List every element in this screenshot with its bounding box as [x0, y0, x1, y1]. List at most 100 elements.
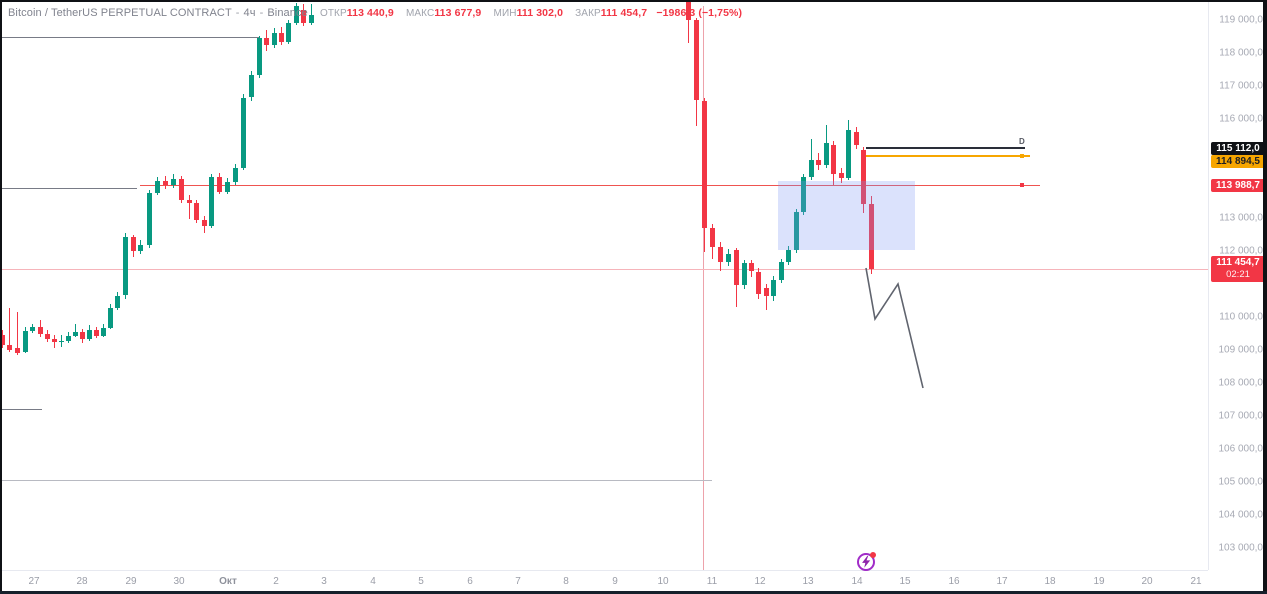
price-axis-label: 105 000,0: [1218, 476, 1264, 488]
price-axis[interactable]: 119 000,0 118 000,0 117 000,0 116 000,0 113 …: [1208, 0, 1267, 570]
candle-body: [217, 177, 222, 192]
screenshot-border-left: [0, 0, 2, 594]
candle-body: [94, 330, 99, 336]
candle-body: [7, 345, 12, 350]
gray-ray-113900[interactable]: [0, 187, 137, 189]
price-axis-label: 116 000,0: [1219, 113, 1263, 125]
supply-zone-rect[interactable]: [778, 181, 915, 250]
symbol-name[interactable]: Bitcoin / TetherUS PERPETUAL CONTRACT: [8, 7, 232, 19]
candle-body: [45, 334, 50, 340]
time-axis-label: 8: [563, 576, 569, 587]
screenshot-border-top: [0, 0, 1267, 2]
candle-body: [779, 262, 784, 281]
exchange-label: Binance: [267, 7, 308, 19]
black-line-label-d[interactable]: D: [1019, 137, 1025, 147]
candle-body: [80, 331, 85, 340]
gray-ray-118480[interactable]: [0, 36, 260, 38]
candle-body: [30, 326, 35, 331]
price-axis-label: 112 000,0: [1219, 245, 1263, 257]
price-badge-last[interactable]: 111 454,7 02:21: [1211, 256, 1265, 282]
black-hline-115112[interactable]: [866, 147, 1025, 150]
change-value: −1986,3 (−1,75%): [656, 7, 743, 19]
price-axis-label: 109 000,0: [1218, 344, 1264, 356]
candle-body: [23, 330, 28, 352]
high-value: 113 677,9: [434, 7, 482, 19]
price-badge-red-line[interactable]: 113 988,7: [1211, 178, 1265, 192]
time-axis-label: 17: [996, 576, 1008, 587]
candle-body: [809, 160, 814, 178]
screenshot-border-bottom: [0, 591, 1267, 594]
time-axis-label: 20: [1141, 576, 1153, 587]
red-line-end-marker[interactable]: [1020, 183, 1024, 188]
candle-body: [194, 202, 199, 220]
candle-body: [718, 246, 723, 262]
gray-ray-107210[interactable]: [0, 408, 42, 410]
candle-body: [771, 280, 776, 296]
close-value: 111 454,7: [600, 7, 648, 19]
time-axis-label: 29: [125, 576, 137, 587]
interval-label[interactable]: 4ч: [243, 7, 256, 19]
candle-body: [73, 331, 78, 336]
candle-body: [749, 263, 754, 272]
time-axis-label: 18: [1044, 576, 1056, 587]
time-axis-label: 5: [418, 576, 424, 587]
time-axis-label: 13: [802, 576, 814, 587]
time-axis-label: 19: [1093, 576, 1105, 587]
candle-body: [249, 75, 254, 98]
price-axis-label: 117 000,0: [1219, 80, 1263, 92]
price-axis-label: 103 000,0: [1218, 542, 1264, 554]
candle-body: [801, 177, 806, 213]
separator: -: [259, 7, 264, 19]
time-axis-label: 9: [612, 576, 618, 587]
projection-zigzag[interactable]: [0, 0, 1208, 570]
candle-body: [286, 23, 291, 43]
candle-body: [233, 167, 238, 183]
candle-body: [309, 15, 314, 24]
candle-body: [52, 339, 57, 343]
candle-wick: [311, 3, 312, 26]
close-label: ЗАКР: [575, 8, 601, 19]
candle-body: [794, 212, 799, 251]
candle-body: [101, 327, 106, 336]
red-hline-113988[interactable]: [140, 184, 1040, 186]
gray-ray-105050[interactable]: [0, 479, 712, 481]
time-axis[interactable]: 27 28 29 30 Окт 2 3 4 5 6 7 8 9 10 11 12 13 14 15 16 17 18 19 2…: [0, 570, 1208, 594]
candle-body: [147, 192, 152, 245]
time-axis-label: 14: [851, 576, 863, 587]
orange-hline-114894[interactable]: [866, 154, 1030, 157]
low-label: МИН: [493, 8, 517, 19]
time-axis-label: 7: [515, 576, 521, 587]
time-axis-label: 6: [467, 576, 473, 587]
price-axis-label: 108 000,0: [1218, 377, 1264, 389]
candle-wick: [766, 284, 767, 310]
candle-body: [861, 150, 866, 204]
last-price-line[interactable]: [0, 268, 1208, 270]
price-axis-label: 118 000,0: [1219, 47, 1263, 59]
price-axis-label: 119 000,0: [1219, 14, 1263, 26]
open-label: ОТКР: [319, 8, 347, 19]
candle-body: [202, 219, 207, 226]
candle-body: [15, 348, 20, 354]
candle-body: [264, 38, 269, 46]
candle-body: [869, 203, 874, 269]
event-lightning-icon[interactable]: [857, 552, 876, 571]
price-badge-black-line[interactable]: 115 112,0: [1211, 141, 1265, 155]
time-axis-label: 21: [1190, 576, 1202, 587]
candle-body: [179, 179, 184, 200]
orange-line-end-marker[interactable]: [1020, 153, 1024, 158]
time-axis-label: 4: [370, 576, 376, 587]
candle-body: [163, 180, 168, 186]
price-badge-orange-line[interactable]: 114 894,5: [1211, 154, 1265, 168]
candle-wick: [688, 0, 689, 43]
candle-body: [225, 182, 230, 192]
lightning-bolt-icon: [862, 555, 871, 568]
candle-body: [710, 227, 715, 247]
candle-body: [66, 335, 71, 341]
high-label: МАКС: [405, 8, 435, 19]
candle-body: [854, 132, 859, 145]
red-vertical-line[interactable]: [703, 6, 704, 570]
price-axis-label: 104 000,0: [1218, 509, 1264, 521]
chart-pane[interactable]: D: [0, 0, 1208, 570]
candle-body: [831, 145, 836, 175]
